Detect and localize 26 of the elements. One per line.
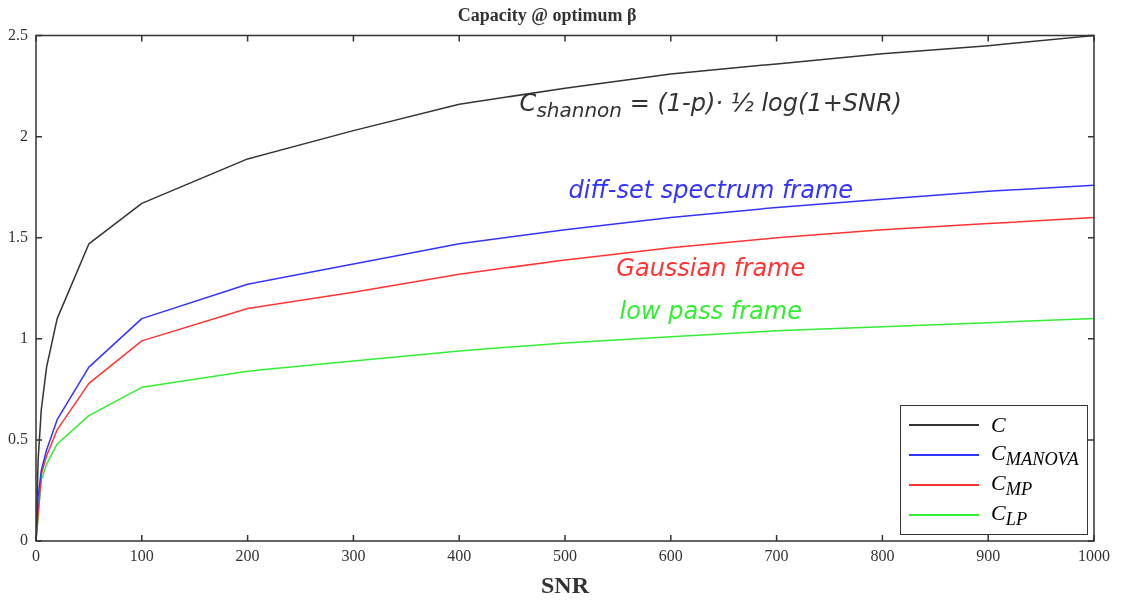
x-tick-label: 100 bbox=[129, 546, 154, 564]
y-tick-label: 0 bbox=[20, 531, 28, 549]
annotation: low pass frame bbox=[619, 296, 802, 325]
x-tick-label: 600 bbox=[658, 546, 683, 564]
x-tick-label: 900 bbox=[976, 546, 1001, 564]
y-tick-label: 1.5 bbox=[8, 227, 28, 245]
x-tick-label: 800 bbox=[870, 546, 895, 564]
legend-label: C bbox=[991, 412, 1006, 438]
x-tick-label: 500 bbox=[553, 546, 577, 564]
legend-label: C$_{MANOVA}$ bbox=[991, 439, 1079, 471]
y-tick-label: 1 bbox=[20, 329, 28, 347]
legend-label: C$_{MP}$ bbox=[991, 469, 1033, 501]
y-tick-label: 2 bbox=[20, 126, 28, 144]
x-tick-label: 400 bbox=[447, 546, 472, 564]
x-tick-label: 1000 bbox=[1078, 546, 1110, 564]
x-tick-label: 200 bbox=[235, 546, 260, 564]
y-tick-label: 2.5 bbox=[8, 25, 28, 43]
annotation: diff-set spectrum frame bbox=[568, 175, 854, 204]
x-tick-label: 300 bbox=[341, 546, 366, 564]
y-tick-label: 0.5 bbox=[8, 430, 28, 448]
x-tick-label: 0 bbox=[32, 546, 40, 564]
legend-label: C$_{LP}$ bbox=[991, 499, 1028, 531]
chart-title: Capacity @ optimum β bbox=[457, 5, 637, 26]
annotation: Gaussian frame bbox=[616, 253, 806, 282]
x-tick-label: 700 bbox=[764, 546, 789, 564]
x-axis-title: SNR bbox=[540, 571, 590, 598]
